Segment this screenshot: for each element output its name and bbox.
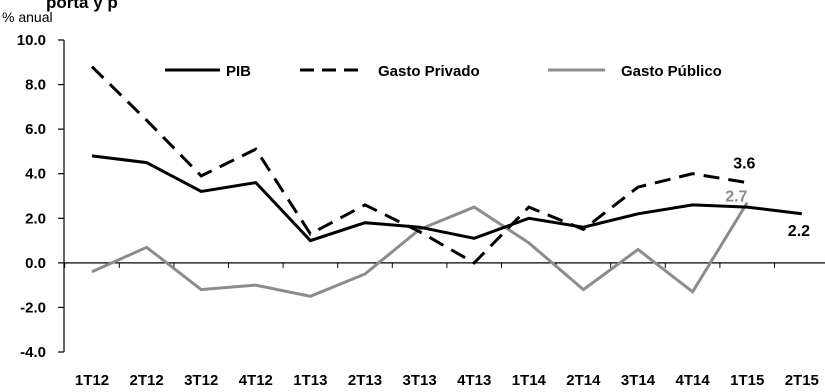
y-axis-unit-label: % anual [2, 9, 53, 25]
x-tick-labels: 1T12 2T12 3T12 4T12 1T13 2T13 3T13 4T13 1T14 2T14… [75, 372, 819, 389]
y-tick-label: 2.0 [25, 210, 46, 227]
series-line-pib [91, 154, 802, 243]
legend-label: Gasto Privado [378, 63, 480, 80]
axes [58, 39, 825, 353]
legend-label: PIB [226, 63, 251, 80]
y-tick-label: -2.0 [20, 299, 46, 316]
data-labels: 3.6 2.7 2.2 [725, 156, 810, 240]
y-tick-label: 6.0 [25, 121, 46, 138]
x-tick-label: 2T13 [348, 372, 382, 389]
y-tick-label: -4.0 [20, 344, 46, 361]
x-tick-label: 2T15 [785, 372, 819, 389]
y-tick-labels: 10.0 8.0 6.0 4.0 2.0 0.0 -2.0 -4.0 [17, 32, 46, 361]
x-tick-label: 4T12 [239, 372, 273, 389]
x-tick-label: 4T13 [457, 372, 491, 389]
y-tick-label: 0.0 [25, 255, 46, 272]
legend-label: Gasto Público [621, 63, 722, 80]
chart-title-fragment: porta y p [46, 0, 118, 12]
x-tick-label: 1T13 [293, 372, 327, 389]
series-line-gasto-privado [90, 65, 748, 265]
data-label: 2.7 [725, 189, 747, 206]
y-tick-label: 10.0 [17, 32, 46, 49]
x-tick-label: 3T13 [402, 372, 436, 389]
x-tick-label: 1T12 [75, 372, 109, 389]
y-tick-label: 8.0 [25, 77, 46, 94]
x-tick-label: 1T15 [730, 372, 764, 389]
series-line-gasto-publico [91, 201, 749, 298]
x-tick-label: 3T14 [621, 372, 656, 389]
x-tick-label: 2T14 [566, 372, 601, 389]
series-lines [90, 65, 802, 298]
x-tick-label: 2T12 [129, 372, 163, 389]
data-label: 3.6 [733, 156, 755, 173]
data-label: 2.2 [788, 223, 810, 240]
x-tick-label: 3T12 [184, 372, 218, 389]
x-tick-label: 4T14 [675, 372, 710, 389]
legend: PIB Gasto Privado Gasto Público [165, 63, 722, 80]
x-tick-label: 1T14 [512, 372, 547, 389]
y-tick-label: 4.0 [25, 166, 46, 183]
